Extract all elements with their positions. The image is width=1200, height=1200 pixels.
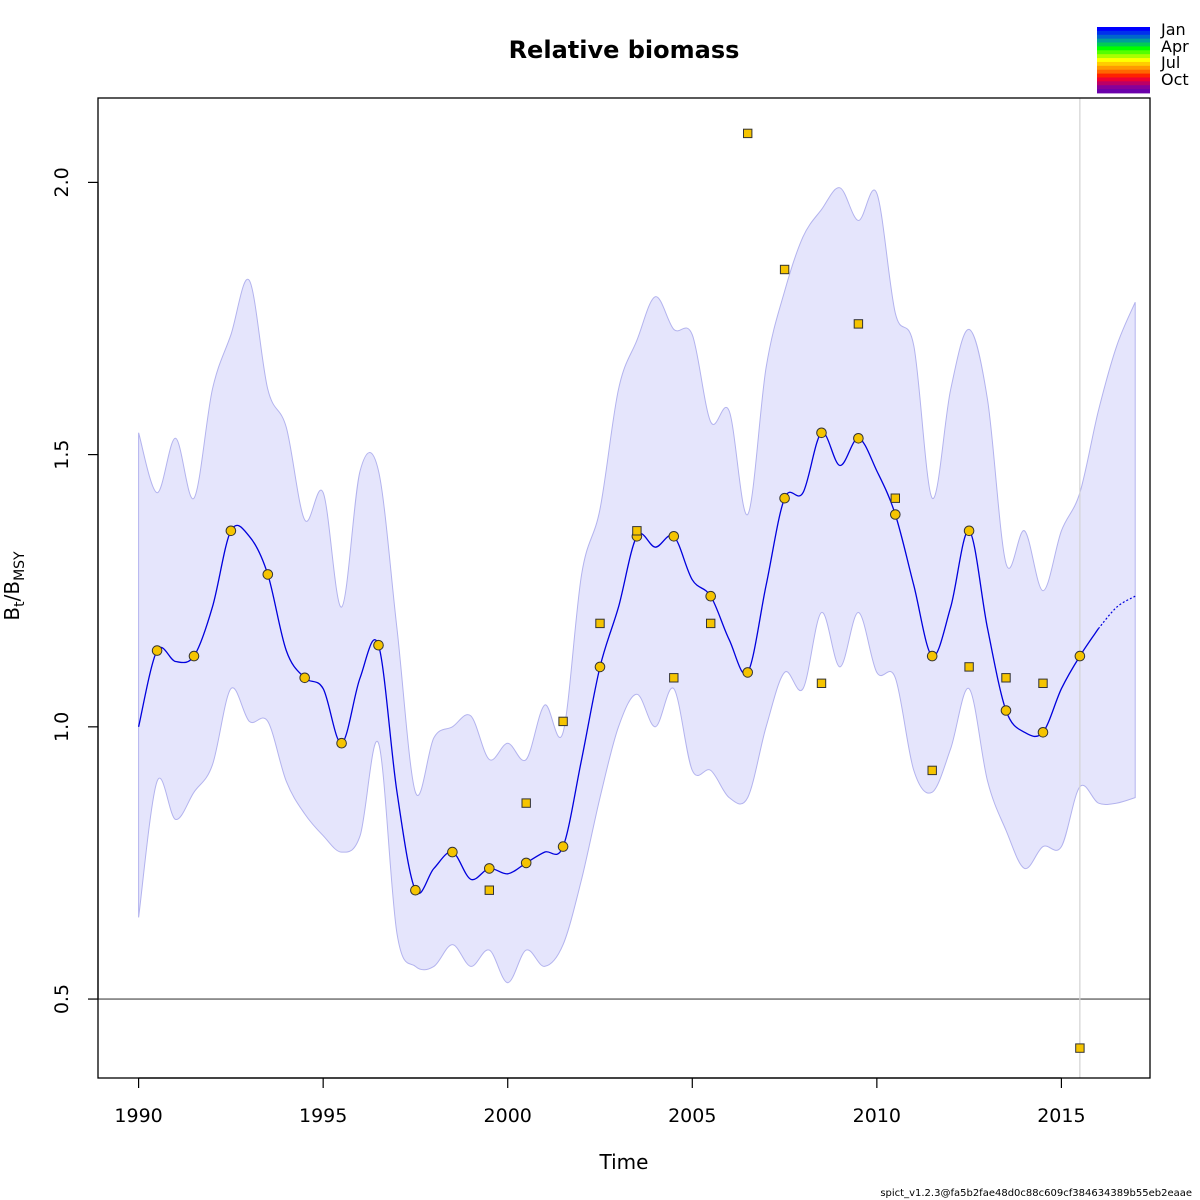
ylabel-sep: /B <box>0 581 24 601</box>
observation-point <box>964 662 974 672</box>
observation-point <box>595 618 605 629</box>
legend-swatch <box>1097 30 1150 36</box>
y-axis-label: Bt/BMSY <box>0 551 28 621</box>
estimate-point <box>225 525 237 537</box>
chart-title: Relative biomass <box>509 36 740 64</box>
legend-swatch <box>1097 81 1150 86</box>
y-tick-label: 2.0 <box>51 167 73 197</box>
estimate-point <box>1037 727 1049 738</box>
legend-label: Jul <box>1160 53 1180 72</box>
observation-point <box>1001 673 1011 683</box>
markers-group <box>151 128 1086 1053</box>
legend-swatch <box>1097 61 1150 67</box>
observation-point <box>521 798 531 808</box>
observation-point <box>779 264 790 275</box>
estimate-point <box>410 884 421 896</box>
legend-swatch <box>1097 85 1150 90</box>
observation-point <box>853 319 864 329</box>
y-tick-label: 1.0 <box>51 712 73 742</box>
estimate-point <box>742 667 754 678</box>
estimate-point <box>705 590 717 602</box>
version-footer: spict_v1.2.3@fa5b2fae48d0c88c609cf384634… <box>880 1188 1192 1199</box>
estimate-point <box>816 427 827 439</box>
legend-swatch <box>1097 50 1150 55</box>
legend-swatch <box>1097 89 1150 94</box>
legend-swatch <box>1097 34 1150 40</box>
estimate-point <box>853 433 864 444</box>
legend-label: Jan <box>1160 20 1186 39</box>
legend-label: Oct <box>1161 70 1189 89</box>
observation-point <box>632 526 642 536</box>
estimate-point <box>1000 705 1012 716</box>
legend-swatch <box>1097 73 1150 78</box>
legend-swatch <box>1097 69 1150 74</box>
observation-point <box>927 765 937 776</box>
estimate-point <box>594 661 606 673</box>
estimate-point <box>484 863 495 874</box>
forecast-line <box>1097 595 1136 630</box>
ylabel-main: B <box>0 607 24 621</box>
legend-swatch <box>1097 54 1150 59</box>
x-tick-label: 1995 <box>299 1105 347 1127</box>
y-axis: 0.5 1.0 1.5 2.0 <box>51 167 99 1014</box>
observation-point <box>1038 678 1048 688</box>
estimate-point <box>668 531 680 542</box>
estimate-point <box>1074 650 1086 662</box>
observation-point <box>743 128 753 139</box>
legend-swatch <box>1097 77 1150 82</box>
legend-swatch <box>1097 58 1150 63</box>
estimate-point <box>299 672 311 684</box>
estimate-point <box>557 841 569 852</box>
observation-point <box>890 493 900 503</box>
observation-point <box>484 885 495 895</box>
confidence-band <box>138 187 1136 984</box>
x-axis-label: Time <box>599 1150 649 1174</box>
estimate-point <box>373 639 384 651</box>
x-axis: 1990 1995 2000 2005 2010 2015 <box>114 1077 1086 1127</box>
legend-label: Apr <box>1161 37 1189 56</box>
ylabel-sub2: MSY <box>12 551 28 581</box>
observation-point <box>706 618 716 629</box>
plot-area <box>98 98 1150 1078</box>
x-tick-label: 2010 <box>853 1105 901 1127</box>
estimate-point <box>262 569 274 580</box>
x-tick-label: 1990 <box>114 1105 162 1127</box>
observation-point <box>558 716 568 727</box>
legend-swatch <box>1097 27 1150 32</box>
estimate-point <box>188 650 200 662</box>
observation-point <box>816 678 827 688</box>
observation-point <box>1075 1043 1085 1053</box>
legend-swatch <box>1097 38 1150 43</box>
ylabel-sub1: t <box>12 601 28 607</box>
estimate-point <box>336 737 347 749</box>
x-tick-label: 2005 <box>668 1105 716 1127</box>
estimate-point <box>447 846 458 858</box>
legend-swatch <box>1097 42 1150 47</box>
x-tick-label: 2015 <box>1037 1105 1085 1127</box>
y-tick-label: 0.5 <box>51 984 73 1014</box>
x-tick-label: 2000 <box>484 1105 532 1127</box>
estimate-point <box>779 492 790 504</box>
y-tick-label: 1.5 <box>51 440 73 470</box>
svg-text:Bt/BMSY: Bt/BMSY <box>0 551 28 621</box>
estimate-point <box>963 525 975 537</box>
estimate-point <box>151 645 163 656</box>
legend-swatch <box>1097 65 1150 71</box>
legend-swatch <box>1097 46 1150 51</box>
estimate-point <box>890 509 901 520</box>
estimate-point <box>520 857 532 869</box>
estimate-point <box>926 650 938 662</box>
observation-point <box>669 673 679 683</box>
